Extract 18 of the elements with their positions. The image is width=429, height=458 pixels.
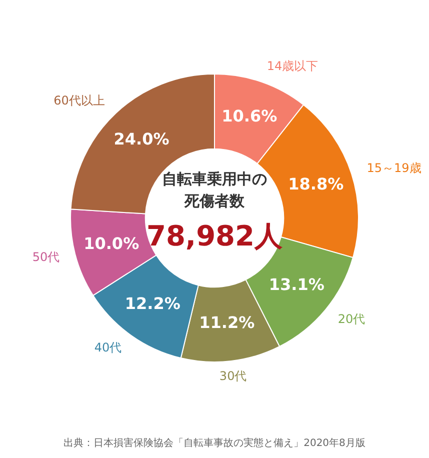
data-label: 10.6% [222, 106, 278, 126]
data-label: 18.8% [288, 174, 344, 194]
slice-label: 40代 [94, 340, 122, 354]
data-label: 12.2% [124, 294, 180, 313]
data-label: 10.0% [84, 234, 140, 253]
text: 78,982人 [146, 219, 284, 252]
text: 死傷者数 [184, 192, 246, 210]
data-label: 24.0% [114, 130, 170, 149]
data-label: 11.2% [199, 312, 255, 332]
slice-label: 15～19歳 [366, 160, 422, 175]
text: 自転車乗用中の [162, 170, 267, 188]
slice-label: 50代 [32, 250, 60, 264]
source-note: 出典：日本損害保険協会「自転車事故の実態と備え」2020年8月版 [62, 436, 366, 450]
slice-label: 30代 [219, 369, 247, 384]
data-label: 13.1% [268, 275, 324, 294]
slice-label: 14歳以下 [266, 58, 318, 73]
slice-label: 60代以上 [54, 94, 105, 108]
slice-label: 20代 [338, 312, 366, 326]
